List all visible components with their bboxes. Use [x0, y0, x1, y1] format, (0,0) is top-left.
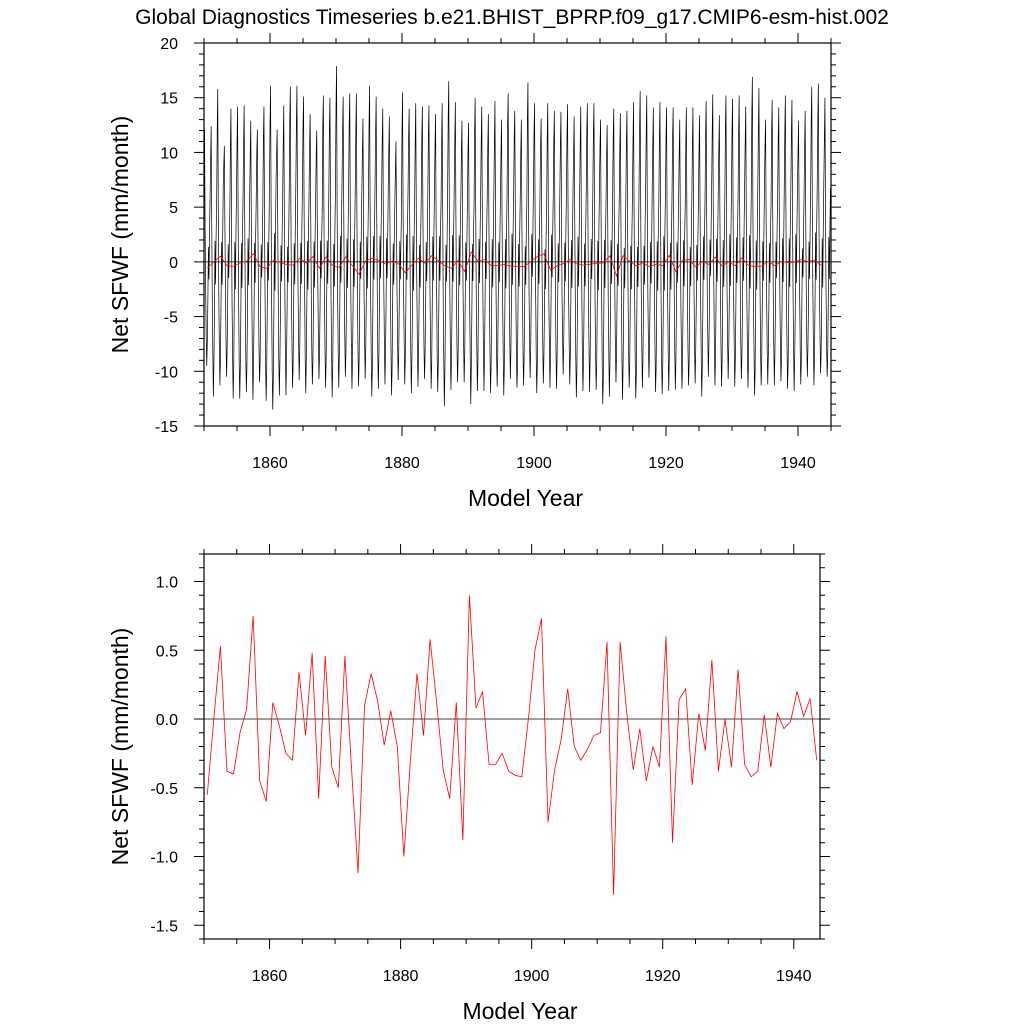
y-tick-label: 15	[160, 91, 178, 108]
y-tick-label: -10	[155, 364, 178, 381]
monthly-series-line	[204, 65, 831, 410]
annual-mean-series-line	[206, 595, 818, 896]
y-tick-label: -1.0	[150, 850, 178, 867]
x-tick-label: 1900	[516, 455, 552, 472]
plot-frame	[203, 42, 832, 427]
x-tick-label: 1940	[776, 968, 812, 985]
y-tick-label: -1.5	[150, 918, 178, 935]
x-tick-label: 1860	[252, 455, 288, 472]
y-tick-label: -5	[164, 310, 178, 327]
x-tick-label: 1880	[383, 968, 419, 985]
x-axis-title: Model Year	[462, 998, 577, 1024]
y-tick-label: 0.0	[156, 712, 178, 729]
y-tick-label: 5	[169, 200, 178, 217]
y-tick-label: 0	[169, 255, 178, 272]
y-tick-label: 1.0	[156, 575, 178, 592]
top-panel: 1860 1880 1900 1920 1940 -15 -10 -5 0 5 10 15 20 Mode…	[107, 33, 841, 511]
x-tick-label: 1940	[780, 455, 816, 472]
y-axis-title: Net SFWF (mm/month)	[107, 628, 133, 866]
y-axis-title: Net SFWF (mm/month)	[107, 116, 133, 354]
y-tick-label: -0.5	[150, 781, 178, 798]
bottom-panel: 1860 1880 1900 1920 1940 -1.5 -1.0 -0.5 0.0 0.5 1.…	[107, 544, 830, 1024]
annual-mean-series-line	[207, 251, 822, 278]
plot-frame	[203, 553, 821, 940]
x-axis-title: Model Year	[468, 485, 583, 511]
y-tick-label: 20	[160, 36, 178, 53]
x-tick-label: 1920	[645, 968, 681, 985]
y-tick-label: -15	[155, 419, 178, 436]
x-tick-label: 1920	[648, 455, 684, 472]
x-tick-label: 1900	[514, 968, 550, 985]
figure-title: Global Diagnostics Timeseries b.e21.BHIS…	[135, 6, 889, 29]
y-tick-label: 10	[160, 145, 178, 162]
x-tick-label: 1860	[252, 968, 288, 985]
x-tick-label: 1880	[384, 455, 420, 472]
y-tick-label: 0.5	[156, 643, 178, 660]
